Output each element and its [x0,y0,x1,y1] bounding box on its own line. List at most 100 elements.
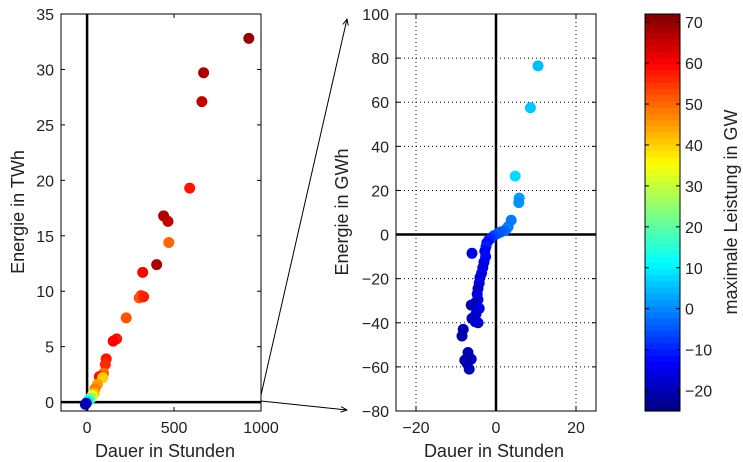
colorbar-tick-label: 20 [685,220,703,237]
left-ytick-label: 30 [36,62,54,79]
left-ytick-label: 35 [36,7,54,24]
left-ticks: 0 500 1000 0 5 10 15 20 25 30 35 [36,7,279,437]
colorbar-stripe [645,94,680,102]
colorbar-tick-label: −10 [685,343,712,360]
colorbar-stripe [645,255,680,263]
right-point [532,60,544,72]
colorbar-stripe [645,88,680,96]
colorbar-stripe [645,138,680,145]
left-ytick-label: 15 [36,229,54,246]
colorbar-frame [644,13,681,412]
colorbar-stripe [645,181,680,189]
right-points [456,60,544,375]
colorbar-stripe [645,100,680,108]
left-point [138,291,150,303]
colorbar-stripe [645,26,680,34]
colorbar-stripe [645,156,680,164]
left-point [163,236,175,248]
left-point [107,335,119,347]
colorbar-stripe [645,200,680,207]
colorbar-stripe [645,237,680,245]
colorbar-stripe [645,32,680,40]
left-ytick-label: 25 [36,118,54,135]
right-ytick-label: 20 [371,183,389,200]
colorbar-stripe [645,193,680,201]
zoom-arrow-top [260,19,347,396]
colorbar-stripe [645,14,680,21]
left-xlabel: Dauer in Stunden [95,441,235,461]
colorbar-stripe [645,113,680,121]
colorbar-stripe [645,69,680,77]
left-point [151,259,163,271]
colorbar-stripe [645,231,680,238]
right-xtick-label: 0 [492,420,501,437]
left-point [243,32,255,44]
right-point [456,330,468,342]
colorbar-tick-label: 30 [685,179,703,196]
zoom-arrow-bottom [260,400,347,410]
colorbar-stripe [645,311,680,319]
left-ytick-label: 5 [45,340,54,357]
colorbar-stripe [645,175,680,183]
colorbar-gradient [645,14,680,412]
left-point [79,398,91,410]
colorbar-stripe [645,280,680,288]
right-ylabel: Energie in GWh [332,148,352,275]
colorbar-stripe [645,206,680,214]
colorbar-tick-label: 50 [685,97,703,114]
left-point [198,67,210,79]
colorbar-stripe [645,63,680,71]
right-ytick-label: 80 [371,51,389,68]
colorbar-stripe [645,162,680,170]
colorbar-tick-label: 0 [685,302,694,319]
colorbar-stripe [645,218,680,226]
colorbar-stripe [645,224,680,232]
right-ytick-label: 100 [362,7,389,24]
left-xtick-label: 500 [161,420,188,437]
colorbar-stripe [645,187,680,195]
colorbar-stripe [645,131,680,139]
right-point [466,247,478,259]
colorbar-stripe [645,305,680,313]
colorbar-stripe [645,367,680,375]
colorbar-stripe [645,404,680,412]
colorbar-stripe [645,398,680,406]
colorbar-stripe [645,82,680,90]
left-point [99,358,111,370]
colorbar-stripe [645,386,680,393]
left-point [196,96,208,108]
left-point [184,182,196,194]
colorbar-stripe [645,45,680,52]
colorbar-stripe [645,361,680,369]
colorbar-stripe [645,243,680,251]
colorbar-stripe [645,392,680,400]
right-ticks: −20 0 20 −80 −60 −40 −20 0 20 40 60 80 100 [362,7,596,437]
colorbar-stripe [645,293,680,300]
left-xtick-label: 0 [83,420,92,437]
right-scatter-plot: −20 0 20 −80 −60 −40 −20 0 20 40 60 80 100 Dauer in … [332,7,597,461]
colorbar-stripe [645,268,680,276]
colorbar-stripe [645,169,680,176]
colorbar-stripe [645,119,680,127]
right-ytick-label: 40 [371,139,389,156]
right-point [509,170,521,182]
colorbar-tick-label: 10 [685,261,703,278]
right-point [513,197,525,209]
colorbar-stripe [645,57,680,65]
colorbar-stripe [645,342,680,350]
right-point [463,363,475,375]
right-ytick-label: −80 [362,404,389,421]
right-xtick-label: −20 [402,420,429,437]
right-xlabel: Dauer in Stunden [424,441,564,461]
left-xtick-label: 1000 [243,420,279,437]
colorbar-tick-label: 70 [685,15,703,32]
colorbar-stripe [645,317,680,325]
colorbar: −20 −10 0 10 20 30 40 50 60 70 maximale Leistung … [644,13,741,412]
colorbar-stripe [645,379,680,387]
colorbar-stripe [645,330,680,338]
colorbar-tick-label: −20 [685,384,712,401]
colorbar-stripe [645,274,680,282]
right-xtick-label: 20 [567,420,585,437]
colorbar-stripe [645,125,680,133]
